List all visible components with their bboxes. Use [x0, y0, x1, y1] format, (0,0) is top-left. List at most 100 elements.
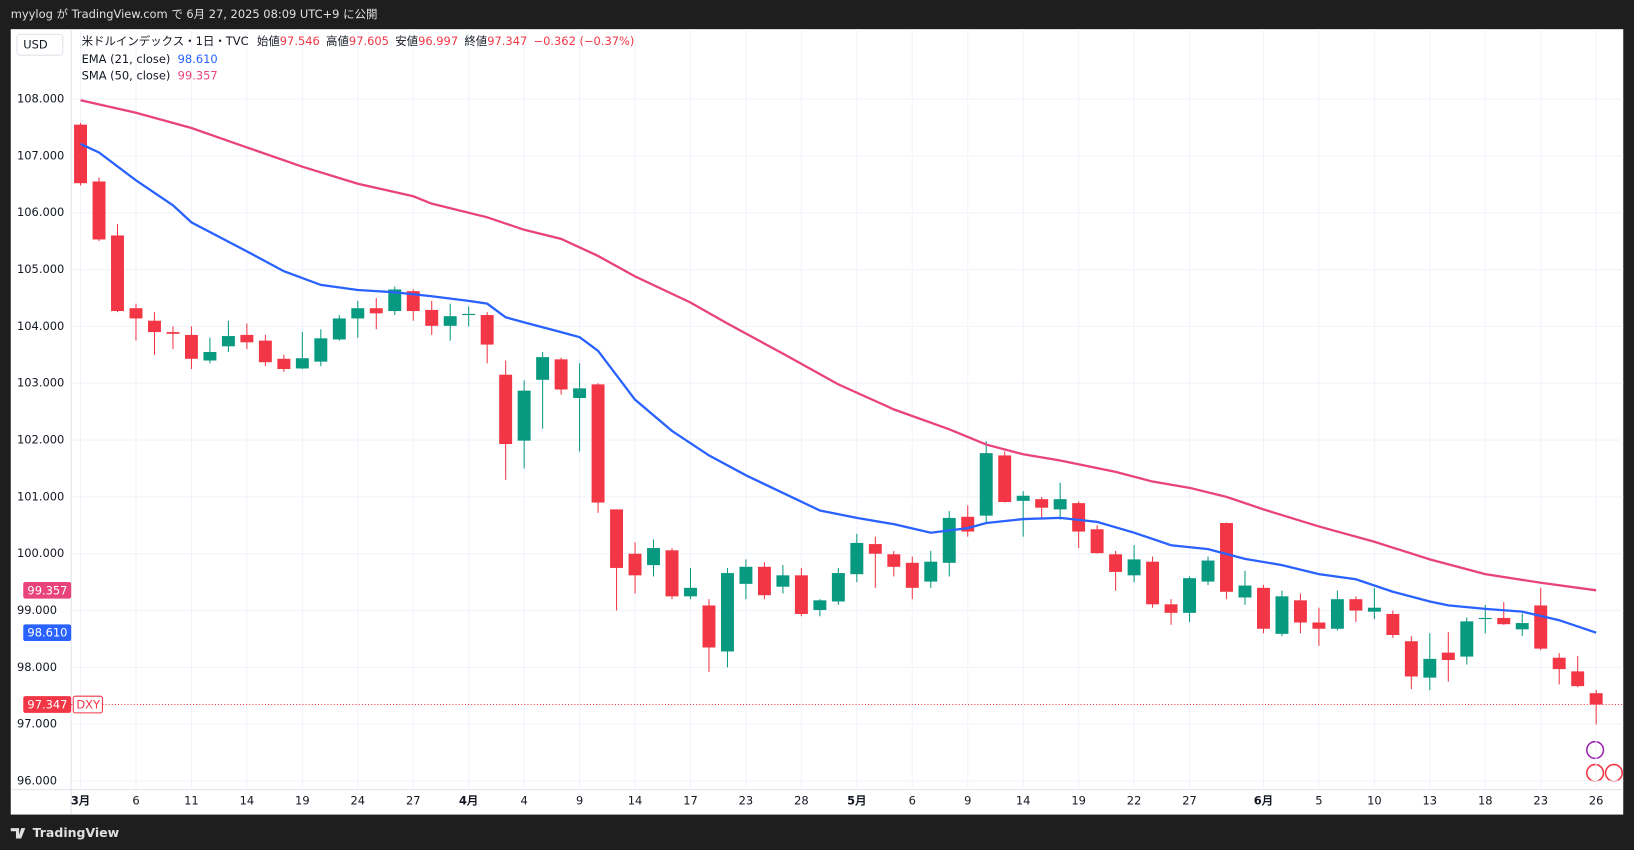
candle-body [462, 313, 476, 316]
candle-body [942, 517, 956, 563]
candle-body [1478, 617, 1492, 620]
candle-body [184, 334, 198, 359]
legend-ohlc-key: 終値 [464, 34, 487, 48]
candle-body [1146, 561, 1160, 605]
candle-body [1201, 560, 1215, 582]
candle-body [720, 573, 734, 652]
candle-body [1589, 693, 1603, 705]
candle-body [480, 315, 494, 345]
symbol-badge-label: DXY [76, 698, 101, 712]
candle-body [1016, 495, 1030, 501]
candle-body [850, 542, 864, 575]
candle-body [1571, 671, 1585, 687]
y-tick-label: 104.000 [17, 319, 64, 333]
candle-body [1386, 613, 1400, 635]
x-tick-label: 27 [1182, 794, 1197, 808]
y-tick-label: 98.000 [17, 660, 57, 674]
candle-body [1312, 622, 1326, 629]
x-tick-label: 4 [520, 794, 527, 808]
candle-body [74, 124, 88, 184]
candle-body [129, 308, 143, 319]
candle-body [1238, 585, 1252, 598]
legend-ohlc-key: 始値 [257, 34, 280, 48]
candle-body [1330, 599, 1344, 629]
candle-body [425, 309, 439, 326]
legend-ohlc-value: 97.546 [280, 34, 320, 48]
candle-body [203, 351, 217, 361]
candle-body [739, 566, 753, 584]
candle-body [1460, 621, 1474, 657]
candle-body [905, 562, 919, 588]
y-tick-label: 102.000 [17, 433, 64, 447]
plot [74, 99, 1603, 725]
legend-indicator-name: EMA (21, close) [82, 52, 171, 66]
price-badge [23, 581, 72, 599]
x-tick-label: 13 [1423, 794, 1438, 808]
price-badge-label: 98.610 [27, 626, 67, 640]
candle-body [1256, 587, 1270, 629]
x-tick-label: 9 [964, 794, 971, 808]
candle-body [1293, 600, 1307, 623]
x-tick-label: 5月 [847, 794, 866, 808]
candle-body [665, 550, 679, 597]
candle-body [92, 181, 106, 240]
candle-body [221, 336, 235, 347]
x-tick-label: 18 [1478, 794, 1493, 808]
chart-panel [10, 29, 1624, 815]
candle-body [536, 357, 550, 380]
candle-body [332, 318, 346, 340]
legend: 米ドルインデックス・1日・TVC 始値 97.546 高値 97.605 安値 96.997… [82, 34, 635, 82]
y-tick-label: 97.000 [17, 717, 57, 731]
price-badge-label: 97.347 [27, 698, 67, 712]
legend-ohlc-value: 97.605 [349, 34, 389, 48]
candle-body [628, 553, 642, 576]
candle-body [1552, 657, 1566, 670]
y-tick-label: 107.000 [17, 148, 64, 162]
candle-body [554, 359, 568, 390]
x-tick-label: 17 [683, 794, 698, 808]
y-tick-label: 101.000 [17, 489, 64, 503]
x-tick-label: 23 [1533, 794, 1548, 808]
candle-body [499, 374, 513, 445]
candle-body [1404, 641, 1418, 677]
currency-button[interactable] [16, 33, 64, 56]
brand: TradingView [33, 825, 120, 840]
candle-body [1164, 604, 1178, 613]
candle-body [295, 358, 309, 369]
candle-body [1367, 607, 1381, 612]
candle-body [1349, 599, 1363, 611]
legend-ohlc-key: 高値 [326, 34, 349, 48]
candle-body [684, 587, 697, 597]
candle-body [1053, 499, 1067, 510]
currency: USD [23, 37, 48, 51]
candle-body [1275, 596, 1289, 634]
candle-body [794, 575, 808, 614]
y-tick-label: 106.000 [17, 205, 64, 219]
x-tick-label: 6 [909, 794, 916, 808]
legend-ohlc-key: 安値 [395, 34, 418, 48]
published-note: myylog が TradingView.com で 6月 27, 2025 0… [11, 7, 378, 21]
legend-indicator-value: 99.357 [178, 69, 218, 83]
candle-body [1109, 554, 1123, 572]
candle-body [517, 390, 531, 441]
x-tick-label: 19 [1071, 794, 1086, 808]
x-tick-label: 22 [1127, 794, 1142, 808]
price-badge-label: 99.357 [27, 583, 67, 597]
legend-indicator-name: SMA (50, close) [82, 69, 171, 83]
candle-body [887, 554, 901, 567]
candle-body [166, 332, 180, 334]
legend-indicator-value: 98.610 [178, 52, 218, 66]
candle-body [351, 308, 365, 319]
candle-body [979, 453, 993, 516]
x-tick-label: 24 [351, 794, 366, 808]
candle-body [111, 235, 124, 312]
legend-symbol: 米ドルインデックス・1日・TVC [82, 34, 249, 48]
candle-body [647, 548, 660, 566]
y-tick-label: 105.000 [17, 262, 64, 276]
x-tick-label: 11 [184, 794, 199, 808]
candle-body [868, 544, 882, 554]
indicator-line [80, 142, 1597, 634]
x-tick-label: 3月 [71, 794, 90, 808]
candle-body [1072, 503, 1086, 532]
x-tick-label: 14 [628, 794, 643, 808]
